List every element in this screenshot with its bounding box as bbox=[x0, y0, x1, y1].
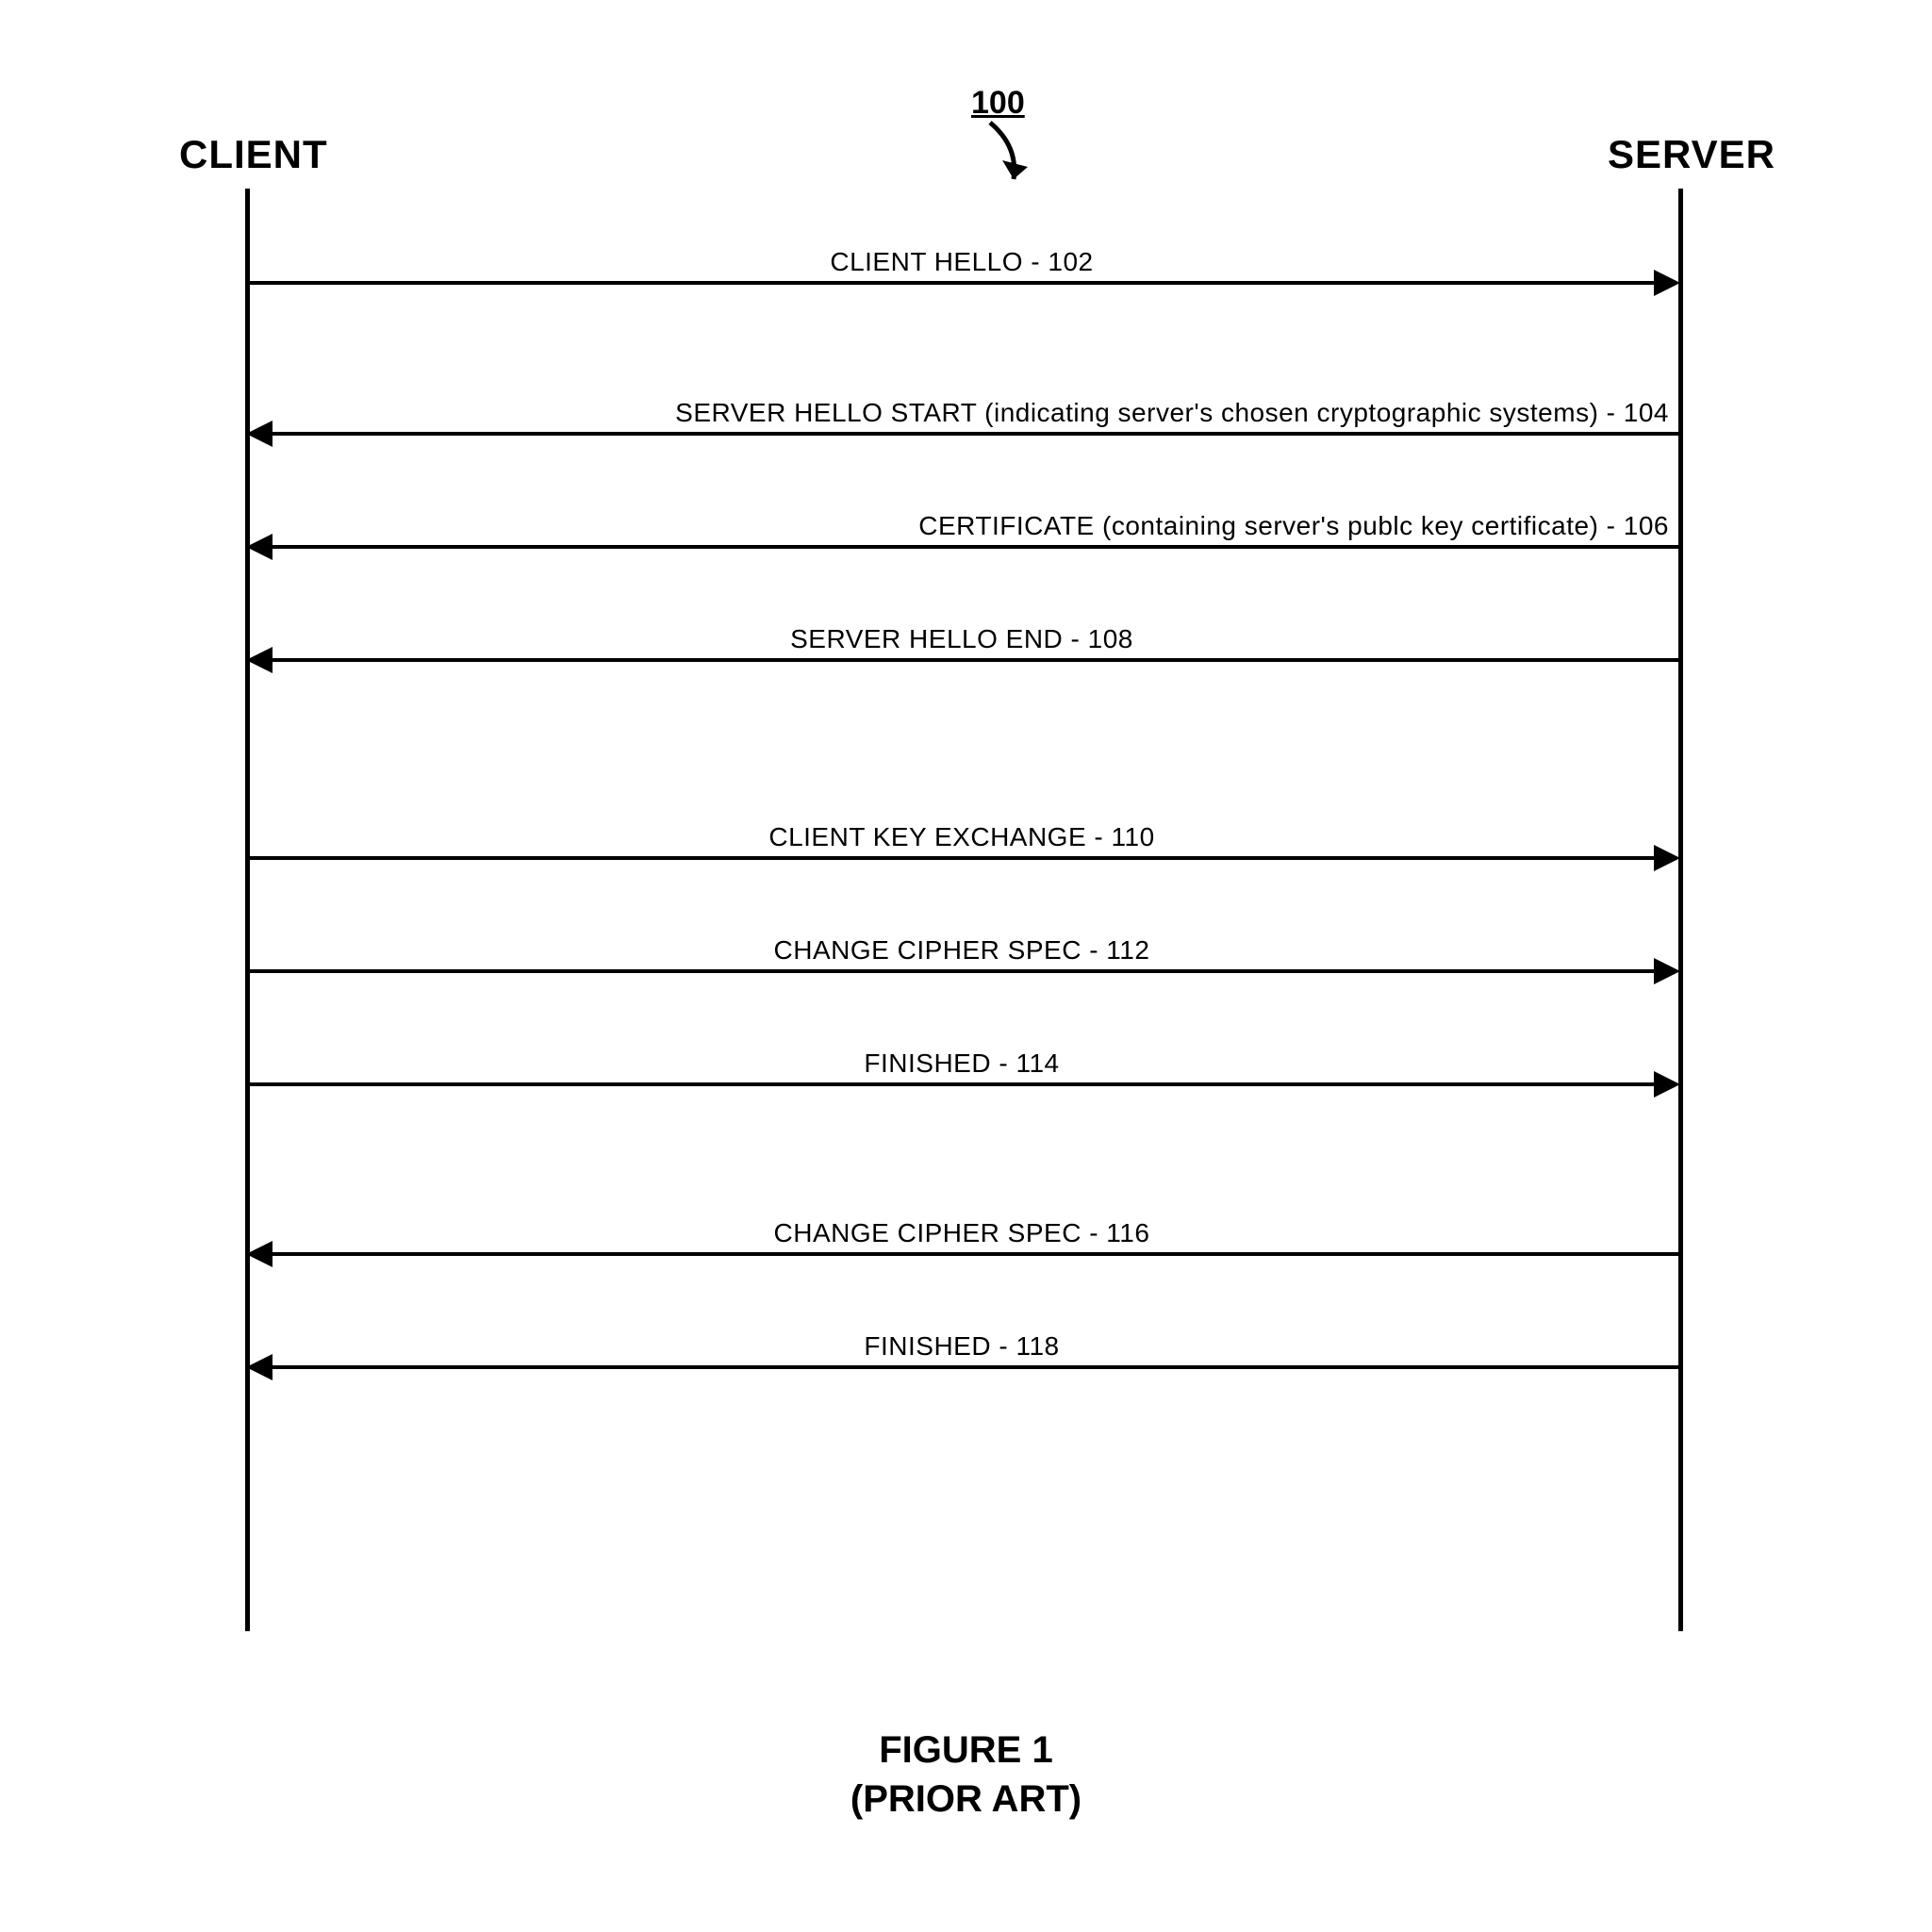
arrowhead-icon bbox=[246, 421, 272, 447]
figure-reference: 100 bbox=[971, 85, 1025, 122]
client-label: CLIENT bbox=[179, 132, 328, 177]
figure-caption: FIGURE 1 (PRIOR ART) bbox=[0, 1726, 1932, 1824]
message-arrow bbox=[248, 1082, 1655, 1086]
message-label: SERVER HELLO START (indicating server's … bbox=[675, 398, 1669, 428]
message-arrow bbox=[248, 281, 1655, 285]
message-arrow bbox=[270, 1365, 1680, 1369]
message-arrow bbox=[270, 432, 1680, 436]
message-label: CERTIFICATE (containing server's publc k… bbox=[918, 511, 1669, 541]
message-label: CLIENT HELLO - 102 bbox=[245, 247, 1678, 277]
server-label: SERVER bbox=[1608, 132, 1775, 177]
message-label: FINISHED - 114 bbox=[245, 1049, 1678, 1079]
client-lifeline bbox=[245, 189, 250, 1631]
message-label: CHANGE CIPHER SPEC - 116 bbox=[245, 1218, 1678, 1248]
message-label: CLIENT KEY EXCHANGE - 110 bbox=[245, 822, 1678, 852]
message-arrow bbox=[270, 1252, 1680, 1256]
message-arrow bbox=[270, 545, 1680, 549]
message-arrow bbox=[270, 658, 1680, 662]
caption-line-2: (PRIOR ART) bbox=[0, 1775, 1932, 1824]
message-label: SERVER HELLO END - 108 bbox=[245, 624, 1678, 654]
sequence-diagram: 100 CLIENT SERVER CLIENT HELLO - 102SERV… bbox=[189, 132, 1744, 1641]
message-label: FINISHED - 118 bbox=[245, 1331, 1678, 1362]
caption-line-1: FIGURE 1 bbox=[0, 1726, 1932, 1775]
server-lifeline bbox=[1678, 189, 1683, 1631]
message-arrow bbox=[248, 856, 1655, 860]
arrowhead-icon bbox=[246, 534, 272, 560]
message-arrow bbox=[248, 969, 1655, 973]
figure-ref-pointer bbox=[971, 118, 1084, 212]
message-label: CHANGE CIPHER SPEC - 112 bbox=[245, 935, 1678, 966]
